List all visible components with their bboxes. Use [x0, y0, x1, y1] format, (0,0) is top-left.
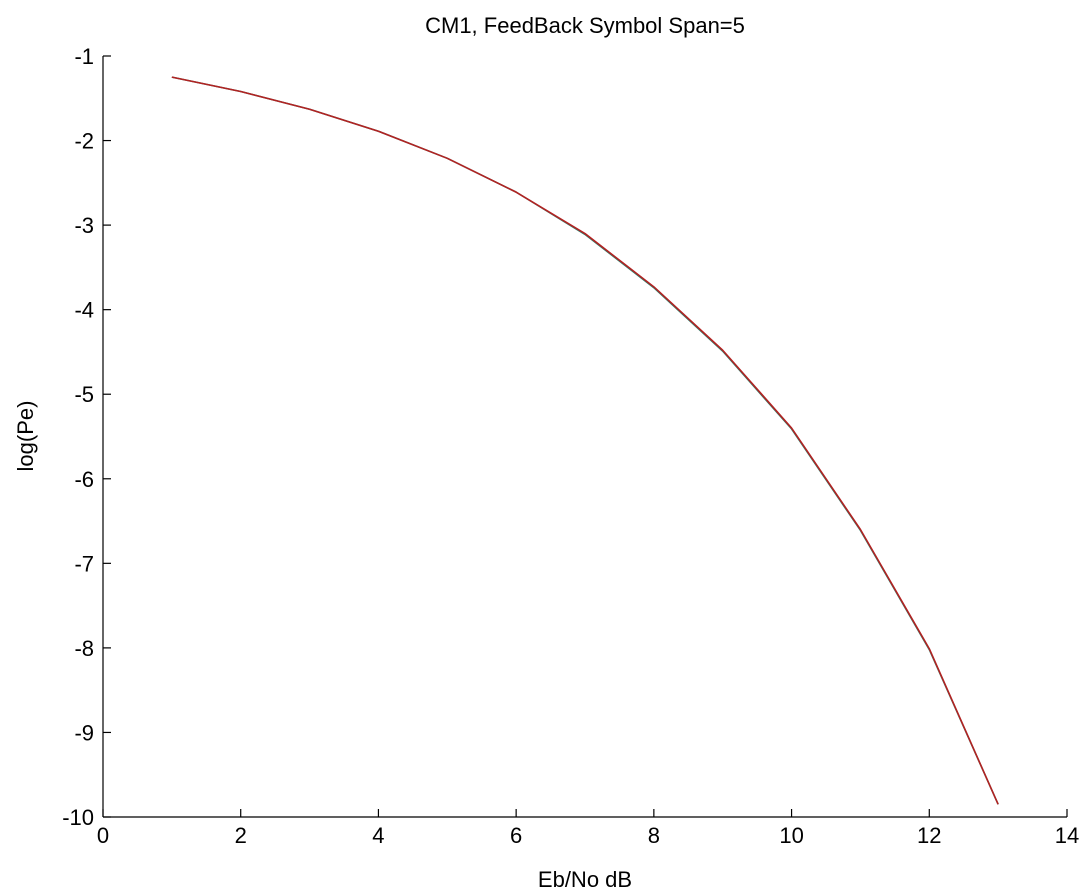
y-axis-label: log(Pe) [13, 401, 38, 472]
x-tick-label: 4 [372, 823, 384, 848]
x-tick-label: 14 [1055, 823, 1079, 848]
x-tick-label: 6 [510, 823, 522, 848]
y-tick-label: -2 [74, 129, 94, 154]
x-tick-label: 0 [97, 823, 109, 848]
y-tick-label: -1 [74, 44, 94, 69]
y-tick-label: -8 [74, 636, 94, 661]
x-ticks: 0 2 4 6 8 10 12 14 [97, 809, 1079, 848]
chart-title: CM1, FeedBack Symbol Span=5 [425, 13, 745, 38]
y-tick-label: -3 [74, 213, 94, 238]
y-ticks: -1 -2 -3 -4 -5 -6 -7 -8 -9 -10 [62, 44, 111, 830]
x-tick-label: 8 [648, 823, 660, 848]
y-tick-label: -4 [74, 298, 94, 323]
x-tick-label: 10 [779, 823, 803, 848]
y-tick-label: -6 [74, 467, 94, 492]
y-tick-label: -9 [74, 720, 94, 745]
y-tick-label: -10 [62, 805, 94, 830]
x-axis-label: Eb/No dB [538, 867, 632, 892]
x-tick-label: 2 [235, 823, 247, 848]
y-tick-label: -5 [74, 382, 94, 407]
x-tick-label: 12 [917, 823, 941, 848]
series-layer [171, 76, 999, 805]
y-tick-label: -7 [74, 551, 94, 576]
